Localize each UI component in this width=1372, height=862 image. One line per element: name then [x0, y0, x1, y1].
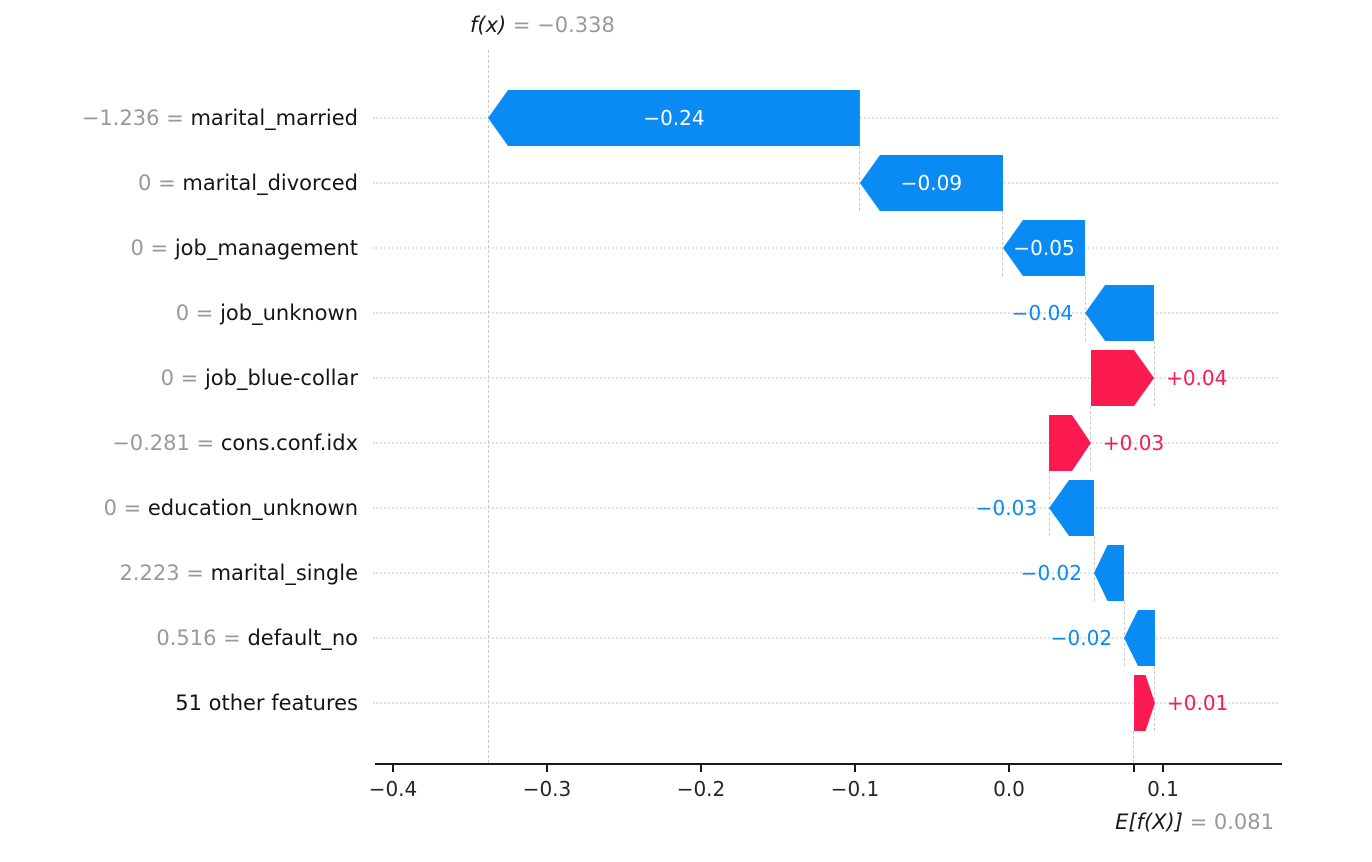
bar-value-label: −0.05	[1013, 236, 1075, 260]
connector-line	[1048, 471, 1050, 536]
row-gridline	[373, 312, 1278, 314]
bar-value-label: −0.03	[975, 496, 1038, 520]
feature-label: 0.516 = default_no	[0, 624, 358, 652]
feature-value: 0.516 =	[156, 626, 248, 650]
expected-value-line	[1133, 731, 1135, 763]
feature-value: 2.223 =	[119, 561, 211, 585]
connector-line	[1154, 666, 1156, 731]
connector-line	[1084, 276, 1086, 341]
feature-name: 51 other features	[175, 691, 358, 715]
x-axis-tick	[546, 764, 548, 772]
feature-name: job_blue-collar	[204, 366, 358, 390]
waterfall-bar	[1049, 480, 1094, 536]
bar-value-label: −0.09	[900, 171, 963, 195]
waterfall-bar	[1002, 220, 1086, 276]
feature-name: marital_single	[210, 561, 358, 585]
expected-value-symbol: E[f(X)]	[1115, 810, 1183, 834]
feature-label: 0 = marital_divorced	[0, 169, 358, 197]
feature-value: 0 =	[103, 496, 148, 520]
feature-name: job_unknown	[220, 301, 358, 325]
fx-reference-line	[487, 50, 489, 763]
x-axis-tick-label: −0.3	[522, 777, 572, 801]
row-gridline	[373, 507, 1278, 509]
fx-title-function: f(x)	[470, 13, 507, 37]
feature-value: −0.281 =	[112, 431, 221, 455]
row-gridline	[373, 572, 1278, 574]
waterfall-bar	[1090, 350, 1155, 406]
waterfall-bar	[1085, 285, 1155, 341]
waterfall-bar	[1124, 610, 1155, 666]
feature-name: default_no	[247, 626, 358, 650]
feature-name: job_management	[174, 236, 358, 260]
feature-label: 2.223 = marital_single	[0, 559, 358, 587]
feature-label: 0 = job_management	[0, 234, 359, 262]
waterfall-bar	[859, 155, 1003, 211]
bar-value-label: +0.01	[1166, 691, 1229, 715]
x-axis-tick	[700, 764, 702, 772]
feature-value: 0 =	[160, 366, 205, 390]
feature-label: 0 = education_unknown	[0, 494, 358, 522]
connector-line	[1123, 601, 1125, 666]
feature-name: cons.conf.idx	[220, 431, 358, 455]
feature-value: −1.236 =	[81, 106, 191, 130]
feature-value: 0 =	[130, 236, 175, 260]
row-gridline	[373, 377, 1278, 379]
bar-value-label: +0.03	[1102, 431, 1165, 455]
bar-value-label: −0.24	[643, 106, 705, 130]
expected-value-label: E[f(X)] = 0.081	[1115, 810, 1274, 834]
feature-name: education_unknown	[147, 496, 358, 520]
x-axis-tick-label: 0.1	[1147, 777, 1179, 801]
waterfall-bar	[1134, 675, 1155, 731]
bar-value-label: +0.04	[1166, 366, 1228, 390]
x-axis-tick	[1008, 764, 1010, 772]
waterfall-bar	[488, 90, 860, 146]
connector-line	[1090, 406, 1092, 471]
connector-line	[1093, 536, 1095, 601]
bar-value-label: −0.02	[1020, 561, 1083, 585]
row-gridline	[373, 247, 1278, 249]
feature-label: −0.281 = cons.conf.idx	[0, 429, 358, 457]
feature-name: marital_married	[190, 106, 358, 130]
feature-value: 0 =	[175, 301, 221, 325]
x-axis-tick-label: −0.1	[830, 777, 880, 801]
waterfall-bar	[1094, 545, 1125, 601]
feature-label: −1.236 = marital_married	[0, 104, 358, 132]
x-axis-tick-label: −0.2	[676, 777, 726, 801]
feature-name: marital_divorced	[182, 171, 358, 195]
x-axis-tick	[1162, 764, 1164, 772]
row-gridline	[373, 182, 1278, 184]
feature-value: 0 =	[138, 171, 183, 195]
x-axis-line	[375, 763, 1282, 765]
expected-value-number: = 0.081	[1182, 810, 1274, 834]
bar-value-label: −0.04	[1011, 301, 1074, 325]
fx-title-value: = −0.338	[506, 13, 615, 37]
x-axis-tick	[392, 764, 394, 772]
row-gridline	[373, 702, 1278, 704]
expected-value-tick	[1132, 764, 1135, 772]
feature-label: 0 = job_blue-collar	[0, 364, 358, 392]
x-axis-tick	[854, 764, 856, 772]
fx-title: f(x) = −0.338	[470, 13, 615, 37]
bar-value-label: −0.02	[1050, 626, 1113, 650]
feature-label: 51 other features	[0, 689, 358, 717]
connector-line	[859, 146, 861, 211]
x-axis-tick-label: −0.4	[368, 777, 418, 801]
waterfall-bar	[1049, 415, 1091, 471]
connector-line	[1153, 341, 1155, 406]
feature-label: 0 = job_unknown	[0, 299, 358, 327]
x-axis-tick-label: 0.0	[993, 777, 1025, 801]
row-gridline	[373, 637, 1278, 639]
row-gridline	[373, 442, 1278, 444]
connector-line	[1002, 211, 1004, 276]
